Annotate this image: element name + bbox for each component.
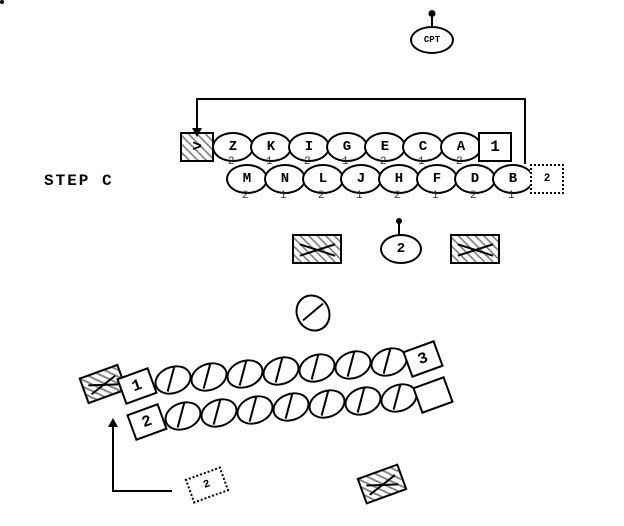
cpt-ball — [429, 10, 436, 17]
top-row2-sub: 2 — [318, 190, 325, 202]
bot-arrow-h — [112, 490, 172, 492]
arrow-seg-h — [196, 98, 526, 100]
top-right-rect: 1 — [478, 132, 512, 162]
mid-ellipse-ball — [396, 218, 402, 224]
top-row2-sub: 2 — [470, 190, 477, 202]
arrow-seg-v2 — [196, 98, 198, 128]
top-row2-sub: 2 — [394, 190, 401, 202]
bot-row2-leftsq: 2 — [126, 403, 168, 441]
bot-right-hatch — [357, 463, 408, 504]
top-row2-sub: 1 — [356, 190, 363, 202]
arrow-head — [192, 128, 202, 137]
bot-row2-rightsq — [412, 376, 454, 414]
bot-dot-node: 2 — [185, 466, 230, 503]
diagram-canvas: { "label": { "text": "STEP C", "x": 44, … — [0, 0, 624, 526]
bot-arrow-head — [108, 418, 118, 427]
split-ellipse — [0, 0, 4, 4]
top-row2-sub: 1 — [280, 190, 287, 202]
top-row2-sub: 1 — [508, 190, 515, 202]
bot-arrow-v — [112, 420, 114, 490]
step-label: STEP C — [44, 172, 114, 190]
mid-right-rect — [450, 234, 500, 264]
mid-left-rect — [292, 234, 342, 264]
arrow-seg-v1 — [524, 98, 526, 164]
top-row2-sub: 1 — [432, 190, 439, 202]
bot-row1-rightsq: 3 — [402, 340, 444, 378]
bot-row1-leftsq: 1 — [116, 367, 158, 405]
top-right-dotrect: 2 — [530, 164, 564, 194]
top-row2-sub: 2 — [242, 190, 249, 202]
cpt-symbol: CPT — [410, 26, 454, 54]
mid-ellipse: 2 — [380, 234, 422, 264]
cpt-label: CPT — [412, 28, 452, 52]
